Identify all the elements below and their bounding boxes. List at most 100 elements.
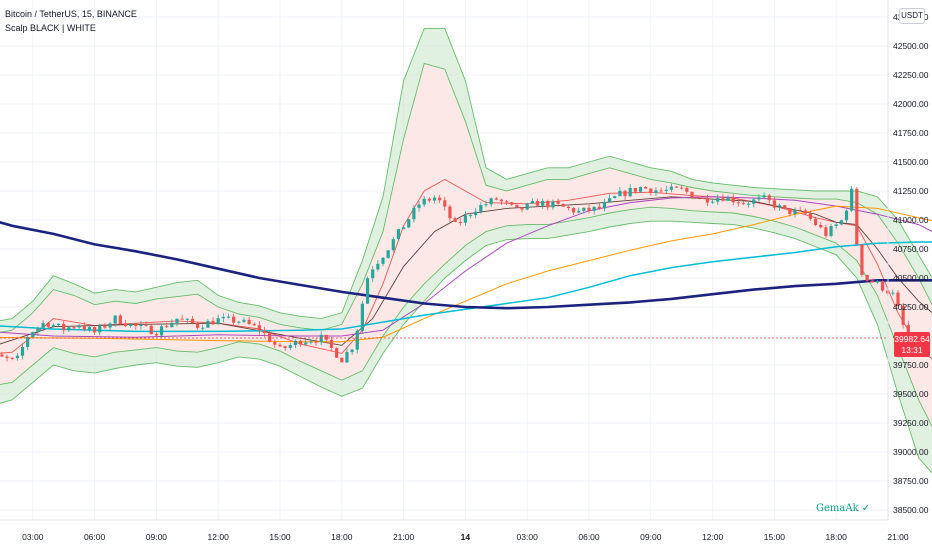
candle-body: [371, 269, 375, 279]
candle-body: [803, 210, 807, 214]
x-tick-label: 21:00: [393, 532, 415, 542]
candle-body: [757, 197, 761, 200]
y-tick-label: 42500.00: [893, 41, 929, 51]
candle-body: [93, 327, 97, 333]
y-tick-label: 39000.00: [893, 447, 929, 457]
candle-body: [839, 220, 843, 225]
y-tick-label: 38500.00: [893, 505, 929, 515]
candle-body: [144, 324, 148, 326]
candle-body: [716, 198, 720, 202]
lower-band-inner: [0, 206, 932, 428]
candle-body: [525, 203, 529, 210]
candle-body: [705, 197, 710, 203]
x-tick-label: 18:00: [826, 532, 848, 542]
candle-body: [360, 303, 364, 331]
x-tick-label: 12:00: [702, 532, 724, 542]
candle-body: [319, 334, 323, 343]
candle-body: [432, 197, 437, 201]
candle-body: [412, 207, 416, 220]
candle-body: [484, 204, 488, 206]
x-tick-label: 09:00: [146, 532, 168, 542]
candle-body: [566, 206, 570, 209]
candle-body: [829, 226, 833, 236]
candle-body: [479, 204, 483, 212]
currency-button[interactable]: USDT: [899, 8, 925, 24]
candle-body: [654, 190, 658, 193]
candle-body: [649, 188, 653, 193]
candle-body: [324, 334, 328, 340]
candle-body: [62, 323, 66, 331]
candle-body: [860, 244, 864, 276]
candle-body: [201, 327, 205, 329]
candle-body: [72, 327, 76, 329]
legend: Bitcoin / TetherUS, 15, BINANCE Scalp BL…: [5, 7, 137, 35]
candle-body: [123, 324, 128, 327]
navy-ma-line: [0, 221, 932, 310]
x-tick-label: 03:00: [517, 532, 539, 542]
candle-body: [638, 187, 643, 192]
y-tick-label: 39750.00: [893, 360, 929, 370]
y-tick-label: 41750.00: [893, 128, 929, 138]
candle-body: [798, 209, 802, 211]
symbol-title[interactable]: Bitcoin / TetherUS, 15, BINANCE: [5, 9, 137, 19]
candle-body: [690, 191, 694, 198]
y-tick-label: 41250.00: [893, 186, 929, 196]
candle-body: [355, 330, 359, 350]
indicator-title[interactable]: Scalp BLACK | WHITE: [5, 23, 96, 33]
candle-body: [747, 203, 751, 205]
x-tick-label: 15:00: [269, 532, 291, 542]
candle-body: [458, 221, 462, 223]
candle-body: [196, 323, 200, 328]
cyan-ma-line: [0, 241, 932, 333]
candle-body: [463, 215, 467, 223]
author-watermark: GemaAk ✓: [816, 503, 871, 514]
candle-body: [711, 201, 715, 203]
dark-ma-line: [0, 196, 932, 346]
y-tick-label: 39500.00: [893, 389, 929, 399]
candle-body: [273, 341, 277, 345]
candle-body: [216, 318, 220, 325]
candle-body: [752, 199, 756, 204]
upper-band-outer: [0, 28, 932, 322]
candle-body: [180, 318, 184, 320]
candle-body: [376, 263, 380, 270]
candle-body: [819, 225, 823, 228]
candle-body: [402, 227, 406, 230]
candle-body: [623, 190, 627, 197]
red-basis-line: [0, 178, 932, 360]
candle-body: [82, 326, 86, 330]
candle-body: [170, 322, 174, 328]
candle-body: [5, 356, 9, 358]
y-tick-label: 38750.00: [893, 476, 929, 486]
candle-body: [422, 198, 426, 205]
x-tick-label: 06:00: [84, 532, 106, 542]
candle-body: [700, 197, 704, 199]
candle-body: [814, 218, 818, 226]
candle-body: [15, 355, 19, 359]
candle-body: [340, 357, 344, 363]
candle-body: [736, 202, 740, 204]
candle-body: [870, 280, 874, 283]
candle-body: [335, 347, 339, 358]
price-tag: 39982.64 13:31: [894, 332, 930, 357]
candle-body: [221, 316, 225, 319]
moving-averages: [0, 178, 932, 360]
candle-body: [489, 198, 493, 205]
candle-body: [834, 224, 838, 227]
candle-body: [438, 197, 442, 201]
y-tick-label: 40750.00: [893, 244, 929, 254]
candle-body: [515, 204, 519, 208]
candle-body: [520, 207, 524, 210]
candle-body: [474, 211, 478, 216]
candle-body: [618, 190, 622, 197]
candle-body: [0, 354, 4, 357]
candle-body: [891, 292, 895, 294]
candle-body: [777, 205, 782, 208]
candle-body: [309, 341, 313, 343]
y-tick-label: 41000.00: [893, 215, 929, 225]
candle-body: [417, 204, 421, 208]
y-tick-label: 42250.00: [893, 70, 929, 80]
candle-body: [669, 186, 673, 190]
candle-body: [134, 323, 138, 326]
